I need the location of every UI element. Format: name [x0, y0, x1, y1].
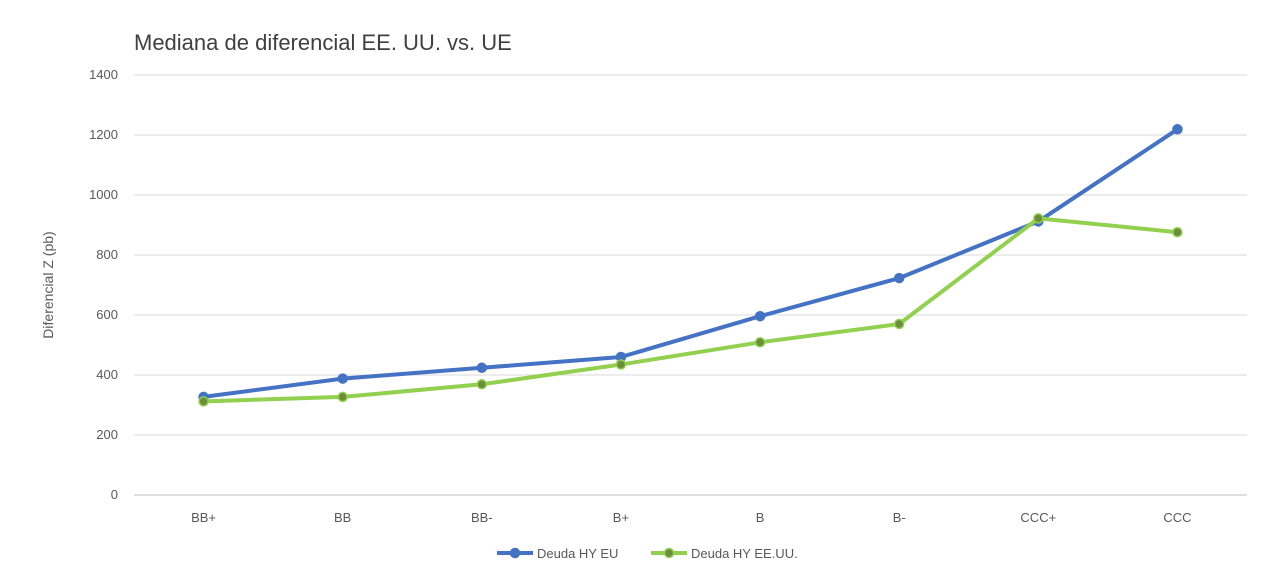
series-line-1 [201, 127, 1180, 399]
legend-item-1: Deuda HY EU [497, 546, 618, 561]
series-2 [198, 213, 1183, 407]
series-lines [198, 124, 1183, 407]
data-point [893, 318, 905, 330]
x-tick-label: BB+ [191, 510, 216, 525]
data-point [754, 310, 766, 322]
y-tick-label: 1200 [89, 127, 118, 142]
gridlines [134, 74, 1247, 496]
data-point [1172, 226, 1183, 238]
data-point [476, 362, 488, 374]
chart-title: Mediana de diferencial EE. UU. vs. UE [134, 30, 512, 55]
y-axis-title: Diferencial Z (pb) [40, 231, 56, 338]
x-tick-label: B+ [613, 510, 629, 525]
x-axis-ticks: BB+ BB BB- B+ B B- CCC+ CCC [191, 510, 1191, 525]
legend-label: Deuda HY EE.UU. [691, 546, 798, 561]
data-point [337, 373, 348, 384]
data-point [337, 391, 348, 403]
y-tick-label: 400 [96, 367, 118, 382]
y-tick-label: 600 [96, 307, 118, 322]
x-tick-label: BB- [471, 510, 493, 525]
data-point [754, 337, 766, 348]
y-tick-label: 0 [111, 487, 118, 502]
y-tick-label: 200 [96, 427, 118, 442]
series-line-2 [201, 216, 1180, 404]
x-tick-label: B [756, 510, 765, 525]
data-point [1033, 213, 1044, 224]
legend: Deuda HY EU Deuda HY EE.UU. [497, 546, 798, 561]
data-point [615, 359, 627, 370]
y-tick-label: 800 [96, 247, 118, 262]
legend-swatch-marker [509, 547, 521, 559]
x-tick-label: BB [334, 510, 351, 525]
legend-item-2: Deuda HY EE.UU. [651, 546, 798, 561]
x-tick-label: B- [893, 510, 906, 525]
data-point [476, 379, 488, 390]
legend-label: Deuda HY EU [537, 546, 618, 561]
y-axis-ticks: 0 200 400 600 800 1000 1200 1400 [89, 67, 118, 502]
y-tick-label: 1400 [89, 67, 118, 82]
x-tick-label: CCC [1163, 510, 1191, 525]
y-tick-label: 1000 [89, 187, 118, 202]
data-point [893, 272, 905, 284]
data-point [198, 396, 209, 407]
data-point [1172, 124, 1183, 135]
x-tick-label: CCC+ [1020, 510, 1056, 525]
legend-swatch-marker [663, 547, 675, 559]
series-1 [198, 124, 1183, 403]
